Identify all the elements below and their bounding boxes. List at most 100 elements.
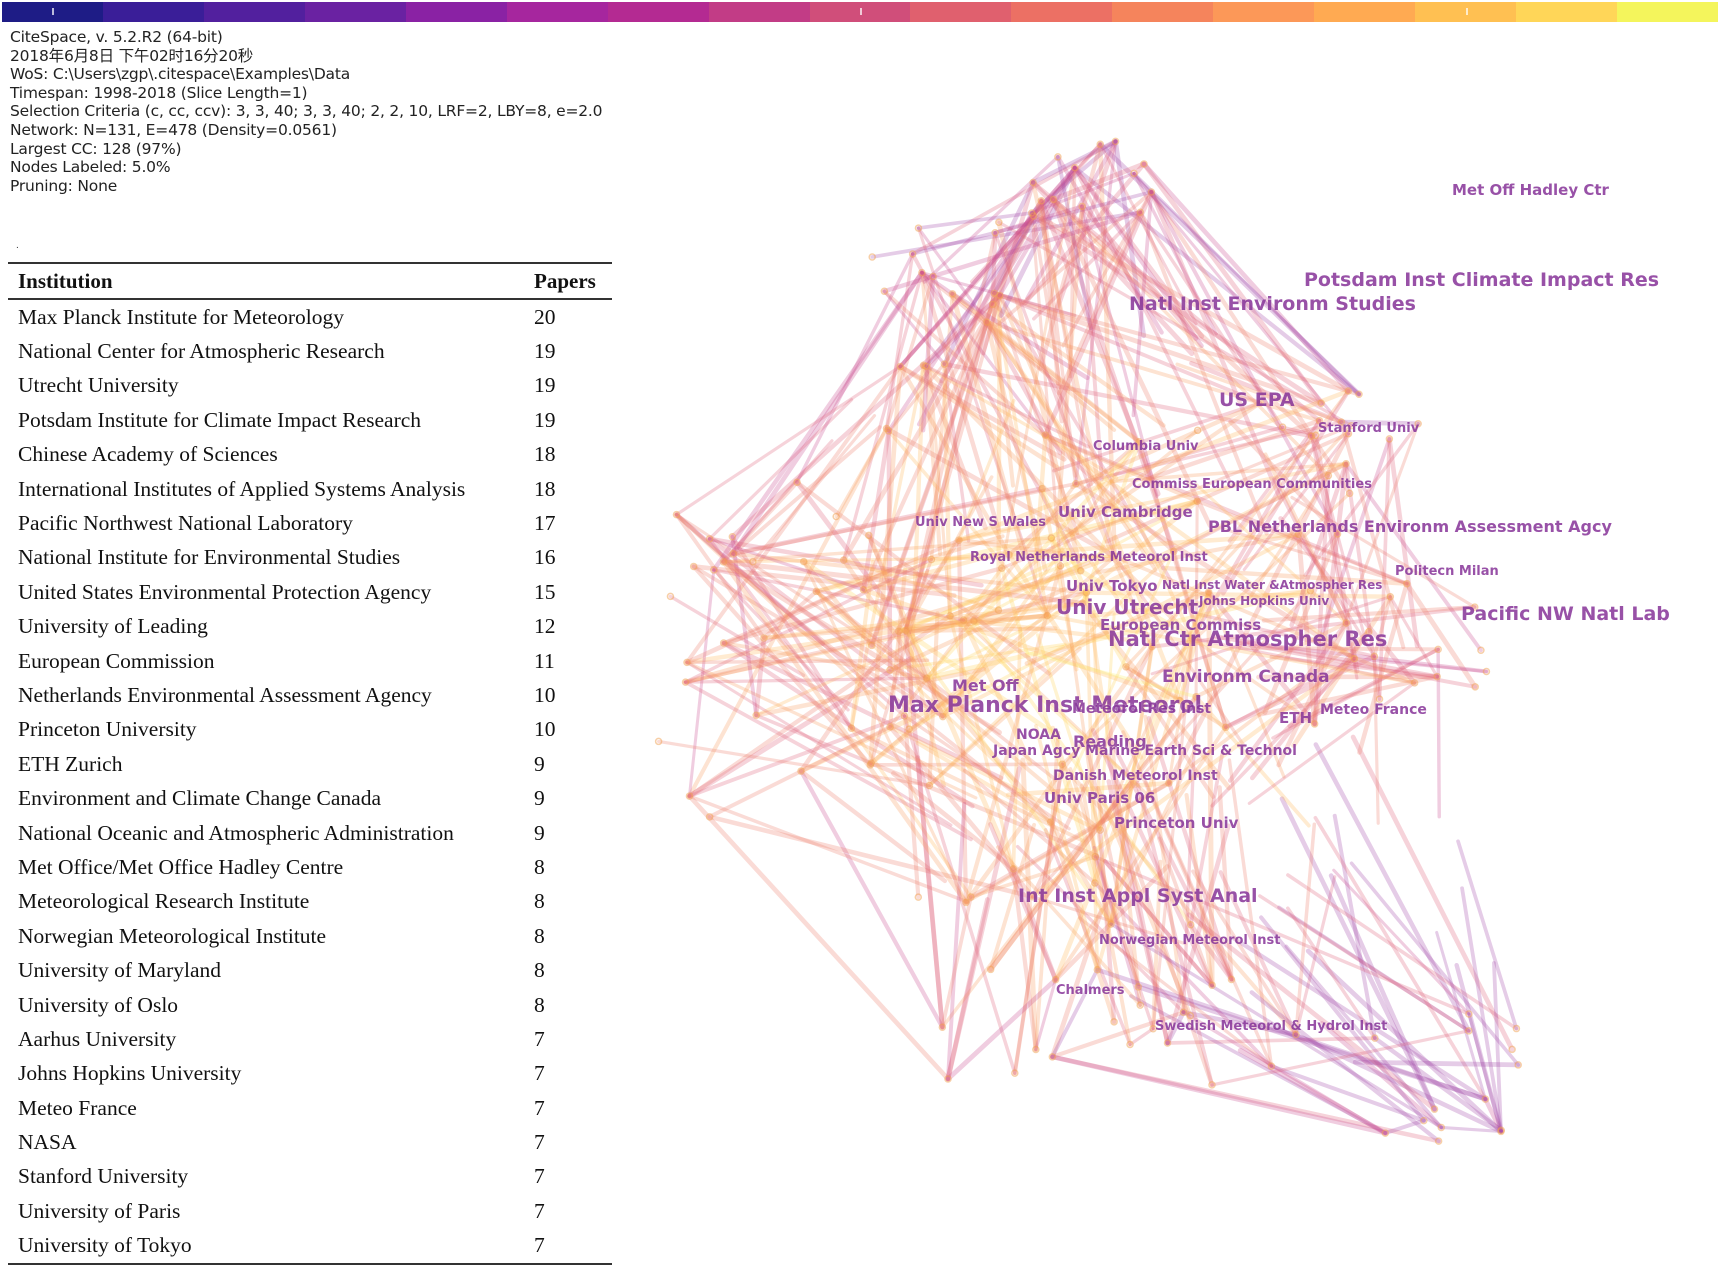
table-row: United States Environmental Protection A… [8, 575, 612, 609]
node-label[interactable]: Met Off Hadley Ctr [1452, 181, 1609, 199]
table-row: Princeton University 10 [8, 713, 612, 747]
node-label[interactable]: NOAA [1016, 727, 1061, 743]
table-row: Chinese Academy of Sciences 18 [8, 438, 612, 472]
node-label[interactable]: Chalmers [1056, 983, 1125, 998]
node-label[interactable]: Univ New S Wales [915, 515, 1047, 530]
node-label[interactable]: Pacific NW Natl Lab [1461, 603, 1670, 625]
node-label[interactable]: Natl Inst Water &Atmospher Res [1162, 578, 1383, 592]
node-label[interactable]: Royal Netherlands Meteorol Inst [970, 550, 1208, 565]
paper-count: 8 [534, 992, 545, 1017]
node-label[interactable]: Commiss European Communities [1132, 477, 1372, 492]
node-label[interactable]: Environm Canada [1162, 667, 1330, 687]
node-label[interactable]: ETH [1279, 709, 1313, 727]
institution-name: Met Office/Met Office Hadley Centre [18, 854, 344, 879]
node-label[interactable]: Int Inst Appl Syst Anal [1018, 885, 1258, 907]
paper-count: 19 [534, 373, 556, 398]
institution-name: Meteo France [18, 1095, 137, 1120]
node-label[interactable]: Univ Utrecht [1056, 595, 1199, 619]
node-label[interactable]: Univ Tokyo [1066, 577, 1158, 595]
paper-count: 20 [534, 304, 556, 329]
table-row: Norwegian Meteorological Institute 8 [8, 919, 612, 953]
timeline-slice [1112, 2, 1214, 22]
node-label[interactable]: Johns Hopkins Univ [1199, 594, 1330, 608]
node-label[interactable]: Norwegian Meteorol Inst [1099, 933, 1281, 948]
node-label[interactable]: Natl Ctr Atmospher Res [1108, 627, 1388, 651]
paper-count: 10 [534, 682, 556, 707]
paper-count: 8 [534, 889, 545, 914]
paper-count: 9 [534, 820, 545, 845]
node-label[interactable]: Meteorol Res Inst [1072, 701, 1212, 717]
paper-count: 16 [534, 545, 556, 570]
institution-name: Environment and Climate Change Canada [18, 786, 382, 811]
paper-count: 9 [534, 751, 545, 776]
table-row: ETH Zurich 9 [8, 747, 612, 781]
node-label[interactable]: US EPA [1219, 389, 1295, 411]
table-row: Netherlands Environmental Assessment Age… [8, 678, 612, 712]
node-label[interactable]: Danish Meteorol Inst [1053, 768, 1218, 784]
institution-name: Princeton University [18, 717, 197, 742]
info-line-network: Network: N=131, E=478 (Density=0.0561) [10, 120, 337, 139]
timeline-slice [910, 2, 1012, 22]
institution-table: Institution Papers Max Planck Institute … [8, 262, 612, 1265]
timeline-slice [809, 2, 911, 22]
table-row: Environment and Climate Change Canada 9 [8, 781, 612, 815]
timeline-tick [859, 8, 862, 15]
info-line-data-path: WoS: C:\Users\zgp\.citespace\Examples\Da… [10, 65, 351, 84]
timeline-tick [1465, 8, 1468, 15]
timeline-slice [1516, 2, 1617, 22]
stray-dot: . [16, 240, 19, 251]
node-label[interactable]: Meteo France [1320, 702, 1427, 718]
node-label[interactable]: Univ Paris 06 [1044, 789, 1156, 807]
table-row: Max Planck Institute for Meteorology 20 [8, 300, 612, 334]
paper-count: 7 [534, 1164, 545, 1189]
table-row: Meteo France 7 [8, 1091, 612, 1125]
node-label[interactable]: Swedish Meteorol & Hydrol Inst [1155, 1019, 1388, 1034]
node-label[interactable]: Met Off [952, 676, 1019, 695]
node-label[interactable]: European Commiss [1100, 616, 1262, 634]
node-label[interactable]: Reading [1073, 732, 1147, 751]
node-label[interactable]: Princeton Univ [1114, 814, 1239, 832]
node-label[interactable]: Univ Cambridge [1058, 503, 1193, 521]
paper-count: 7 [534, 1026, 545, 1051]
node-label[interactable]: Politecn Milan [1395, 564, 1499, 579]
table-row: NASA 7 [8, 1125, 612, 1159]
info-line-nodes-labeled: Nodes Labeled: 5.0% [10, 158, 171, 177]
node-label[interactable]: Max Planck Inst Meteorol [888, 693, 1203, 718]
node-label[interactable]: Potsdam Inst Climate Impact Res [1304, 269, 1660, 291]
timeline-slice [102, 2, 204, 22]
table-row: University of Paris 7 [8, 1194, 612, 1228]
paper-count: 8 [534, 958, 545, 983]
table-row: University of Maryland 8 [8, 953, 612, 987]
info-line-timespan: Timespan: 1998-2018 (Slice Length=1) [10, 83, 308, 102]
node-label[interactable]: Natl Inst Environm Studies [1129, 293, 1416, 315]
table-row: Met Office/Met Office Hadley Centre 8 [8, 850, 612, 884]
timeline-slice [1213, 2, 1315, 22]
timeline-tick [52, 8, 55, 15]
paper-count: 11 [534, 648, 555, 673]
institution-name: University of Paris [18, 1198, 181, 1223]
table-body: Max Planck Institute for Meteorology 20 Na… [8, 300, 612, 1263]
node-label[interactable]: Stanford Univ [1318, 421, 1420, 436]
institution-name: Norwegian Meteorological Institute [18, 923, 327, 948]
institution-name: International Institutes of Applied Syst… [18, 476, 466, 501]
paper-count: 8 [534, 854, 545, 879]
info-line-version: CiteSpace, v. 5.2.R2 (64-bit) [10, 28, 223, 46]
institution-name: Stanford University [18, 1164, 189, 1189]
institution-name: University of Oslo [18, 992, 179, 1017]
table-row: University of Oslo 8 [8, 988, 612, 1022]
node-label[interactable]: Columbia Univ [1093, 439, 1199, 454]
paper-count: 7 [534, 1095, 545, 1120]
timeline-color-bar [2, 2, 1718, 22]
paper-count: 7 [534, 1198, 545, 1223]
paper-count: 12 [534, 614, 556, 639]
node-label[interactable]: PBL Netherlands Environm Assessment Agcy [1208, 517, 1612, 536]
timeline-slice [2, 2, 103, 22]
header-papers: Papers [534, 268, 596, 293]
paper-count: 18 [534, 442, 556, 467]
network-info-panel: CiteSpace, v. 5.2.R2 (64-bit) 2018年6月8日 … [10, 28, 603, 195]
paper-count: 17 [534, 511, 556, 536]
collaboration-network [654, 137, 1522, 1145]
institution-name: Netherlands Environmental Assessment Age… [18, 682, 432, 707]
table-row: National Oceanic and Atmospheric Adminis… [8, 816, 612, 850]
node-label[interactable]: Japan Agcy Marine Earth Sci & Technol [993, 743, 1297, 759]
